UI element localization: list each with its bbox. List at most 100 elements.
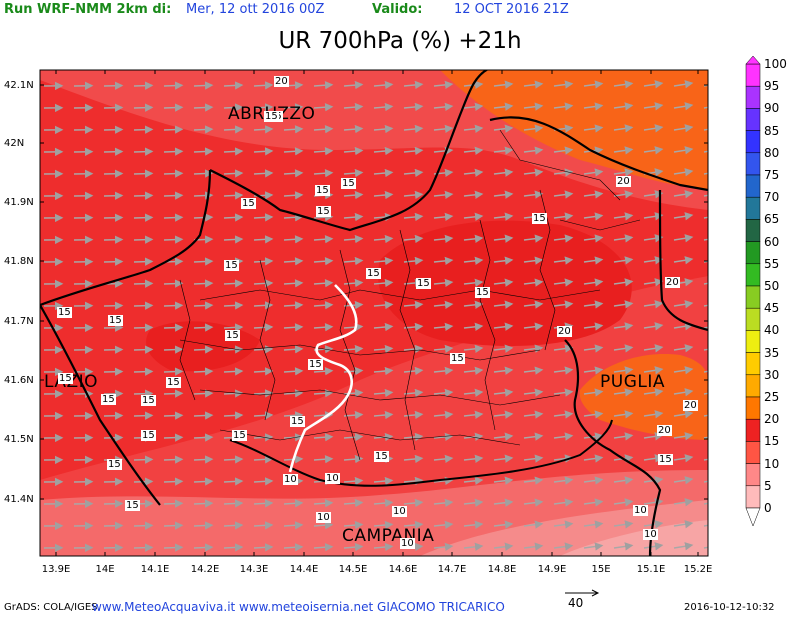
wind-arrow [283, 257, 304, 266]
contour-label: 20 [683, 400, 698, 411]
wind-arrow [343, 520, 364, 530]
colorbar-segment [745, 485, 761, 509]
wind-arrow [163, 367, 184, 376]
colorbar-segment [745, 418, 761, 442]
colorbar-label: 70 [764, 190, 780, 205]
wind-arrow [403, 454, 424, 464]
wind-arrow [523, 410, 544, 419]
wind-arrow [403, 102, 424, 112]
wind-arrow [343, 344, 364, 354]
wind-arrow [133, 191, 154, 200]
wind-arrow [583, 278, 604, 287]
contour-label: 10 [633, 505, 648, 516]
lat-label: 41.4N [4, 494, 34, 505]
wind-arrow [613, 190, 634, 199]
colorbar-label: 30 [764, 367, 780, 382]
wind-arrow [403, 344, 424, 354]
contour-label: 15 [374, 451, 389, 462]
wind-arrow [163, 345, 184, 354]
wind-arrow [673, 432, 694, 441]
wind-arrow [133, 279, 154, 288]
wind-arrow [283, 147, 304, 156]
wind-arrow [223, 455, 244, 464]
wind-arrow [703, 436, 708, 439]
wind-arrow [553, 410, 574, 419]
wind-arrow [403, 366, 424, 376]
contour-label: 15 [107, 459, 122, 470]
wind-arrow [223, 477, 244, 486]
wind-arrow [373, 278, 394, 288]
wind-arrow [613, 542, 634, 551]
wind-arrow [403, 256, 424, 266]
wind-arrow [253, 389, 274, 398]
wind-arrow [373, 322, 394, 332]
wind-arrow [673, 190, 694, 199]
wind-arrow [133, 411, 154, 420]
wind-arrow [313, 234, 334, 244]
wind-arrow [313, 366, 334, 376]
wind-arrow [553, 190, 574, 199]
wind-arrow [313, 300, 334, 310]
wind-arrow [343, 278, 364, 288]
wind-arrow [673, 388, 694, 397]
wind-arrow [133, 257, 154, 266]
wind-arrow [283, 235, 304, 244]
wind-arrow [223, 543, 244, 552]
wind-arrow [523, 498, 544, 507]
wind-arrow [403, 432, 424, 442]
wind-arrow [433, 300, 454, 310]
wind-arrow [373, 520, 394, 530]
lon-label: 14E [95, 564, 115, 575]
wind-arrow [163, 389, 184, 398]
wind-arrow [553, 300, 574, 309]
wind-arrow [433, 190, 454, 200]
wind-arrow [703, 238, 708, 241]
wind-arrow [313, 102, 334, 112]
wind-arrow [403, 190, 424, 200]
lon-label: 14.5E [338, 564, 368, 575]
wind-arrow [493, 102, 514, 111]
wind-arrow [523, 256, 544, 265]
colorbar-segment [745, 396, 761, 420]
wind-arrow [433, 388, 454, 398]
wind-arrow [403, 146, 424, 156]
wind-arrow [553, 256, 574, 265]
wind-arrow [253, 81, 274, 90]
map-title: UR 700hPa (%) +21h [278, 28, 522, 54]
wind-arrow [643, 366, 664, 375]
colorbar [745, 55, 761, 527]
wind-arrow [463, 476, 484, 485]
lon-label: 14.1E [140, 564, 170, 575]
wind-arrow [703, 106, 708, 109]
wind-arrow [613, 278, 634, 287]
wind-arrow [463, 102, 484, 111]
wind-arrow [583, 256, 604, 265]
wind-arrow [343, 124, 364, 134]
wind-arrow [253, 213, 274, 222]
wind-arrow [253, 257, 274, 266]
colorbar-segment [745, 307, 761, 331]
lon-label: 14.2E [190, 564, 220, 575]
wind-arrow [613, 256, 634, 265]
valid-date: 12 OCT 2016 21Z [454, 2, 569, 17]
website-credits: www.MeteoAcquaviva.it www.meteoisernia.n… [92, 600, 505, 614]
wind-arrow [673, 212, 694, 221]
wind-arrow [283, 103, 304, 112]
wind-arrow [343, 366, 364, 376]
wind-arrow [703, 326, 708, 329]
wind-arrow [373, 256, 394, 266]
wind-arrow [493, 476, 514, 485]
wind-arrow [133, 367, 154, 376]
wind-arrow [643, 410, 664, 419]
wind-arrow [403, 168, 424, 178]
wind-arrow [343, 454, 364, 464]
wind-arrow [553, 520, 574, 529]
contour-label: 15 [125, 500, 140, 511]
wind-arrow [193, 147, 214, 156]
wind-arrow [703, 348, 708, 351]
wind-arrow [133, 345, 154, 354]
wind-arrow [433, 542, 454, 552]
wind-arrow [403, 212, 424, 222]
wind-arrow [673, 234, 694, 243]
colorbar-label: 95 [764, 79, 780, 94]
